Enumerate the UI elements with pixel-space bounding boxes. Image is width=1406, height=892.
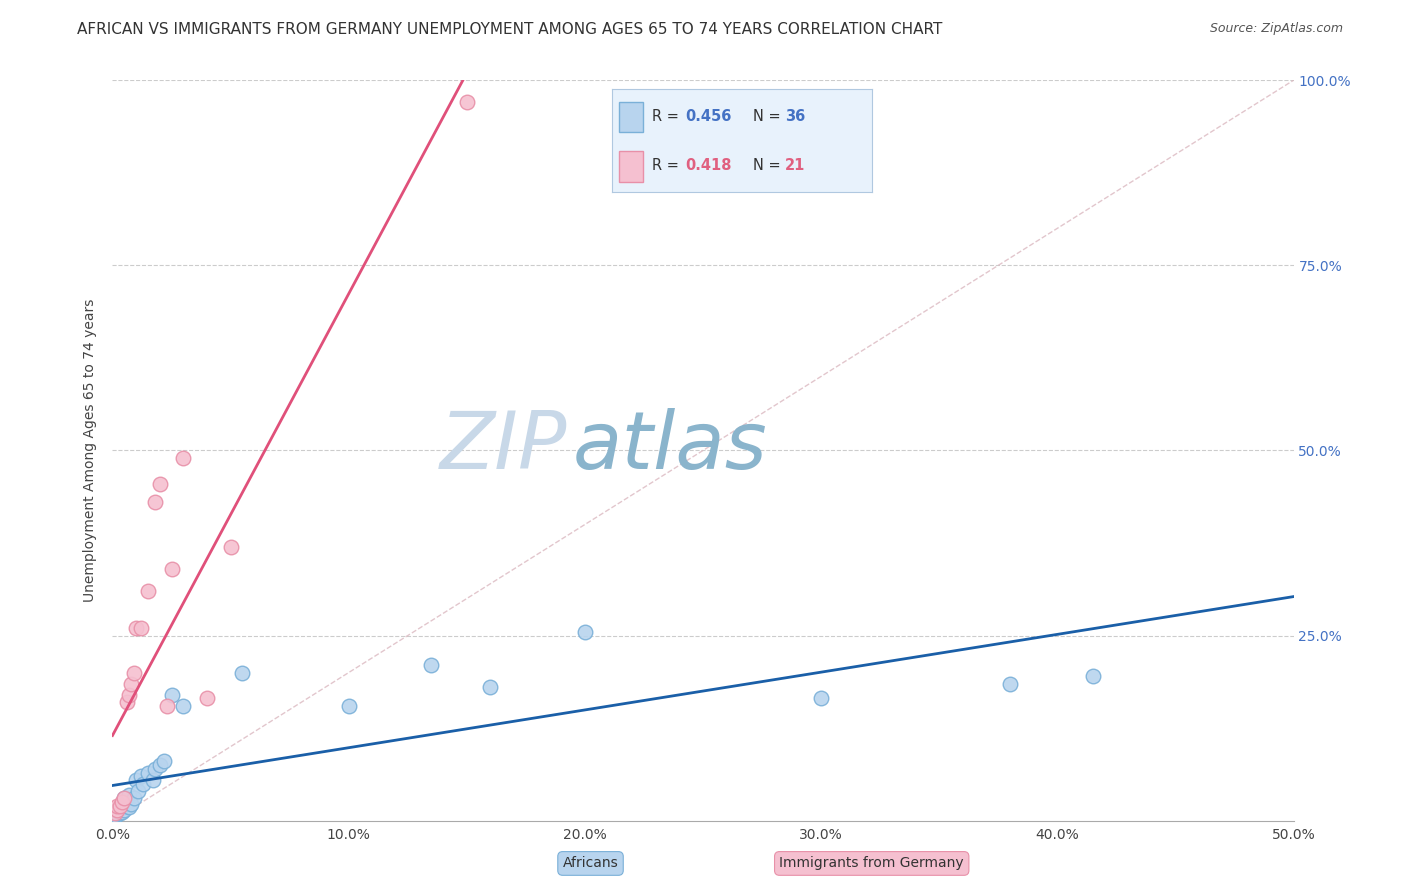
Point [111, 798, 134, 813]
Point [108, 798, 131, 813]
Point [115, 798, 138, 813]
Text: 0.418: 0.418 [686, 158, 733, 173]
Point [195, 691, 218, 706]
Text: 36: 36 [785, 109, 804, 124]
Text: R =: R = [652, 109, 683, 124]
Point [149, 476, 172, 491]
Text: AFRICAN VS IMMIGRANTS FROM GERMANY UNEMPLOYMENT AMONG AGES 65 TO 74 YEARS CORREL: AFRICAN VS IMMIGRANTS FROM GERMANY UNEMP… [77, 22, 942, 37]
Point [574, 624, 596, 639]
Point [118, 688, 141, 702]
Point [125, 772, 148, 787]
Text: 21: 21 [785, 158, 806, 173]
Point [160, 562, 183, 576]
Text: N =: N = [754, 109, 786, 124]
Point [810, 691, 832, 706]
Point [120, 797, 142, 812]
Point [456, 95, 478, 110]
Point [231, 665, 253, 680]
Point [118, 800, 141, 814]
Point [125, 621, 148, 635]
Point [112, 791, 135, 805]
Point [337, 698, 360, 713]
Point [105, 798, 128, 813]
Point [172, 698, 194, 713]
Point [104, 806, 127, 821]
Point [998, 676, 1021, 690]
Point [479, 681, 502, 695]
Point [112, 803, 135, 817]
Point [122, 791, 145, 805]
Text: Source: ZipAtlas.com: Source: ZipAtlas.com [1209, 22, 1343, 36]
Text: 0.456: 0.456 [686, 109, 733, 124]
Text: N =: N = [754, 158, 786, 173]
Point [111, 805, 134, 819]
Point [111, 795, 134, 809]
Point [115, 695, 138, 709]
Point [420, 658, 443, 673]
Point [136, 765, 159, 780]
Point [122, 665, 145, 680]
Point [115, 795, 138, 809]
Point [129, 769, 152, 783]
Point [108, 800, 131, 814]
Point [143, 495, 166, 509]
Point [105, 806, 128, 821]
Point [143, 762, 166, 776]
Text: ZIP: ZIP [440, 408, 567, 486]
Point [120, 676, 142, 690]
Point [108, 806, 131, 821]
Point [127, 784, 149, 798]
Text: Africans: Africans [562, 856, 619, 871]
Point [129, 621, 152, 635]
Text: Immigrants from Germany: Immigrants from Germany [779, 856, 965, 871]
Text: R =: R = [652, 158, 683, 173]
Point [104, 807, 127, 822]
Point [112, 791, 135, 805]
Point [172, 450, 194, 465]
Point [118, 788, 141, 802]
Point [149, 758, 172, 772]
Point [132, 776, 155, 791]
Text: atlas: atlas [574, 408, 768, 486]
Point [142, 772, 165, 787]
Point [105, 803, 128, 817]
Point [105, 803, 128, 817]
Point [112, 795, 135, 809]
Point [160, 688, 183, 702]
Point [156, 698, 179, 713]
Bar [620, 102, 643, 132]
Point [136, 584, 159, 599]
Point [219, 540, 242, 554]
Y-axis label: Unemployment Among Ages 65 to 74 years: Unemployment Among Ages 65 to 74 years [83, 299, 97, 602]
Point [153, 755, 176, 769]
Bar [620, 151, 643, 181]
Point [1081, 669, 1104, 683]
Point [104, 810, 127, 824]
